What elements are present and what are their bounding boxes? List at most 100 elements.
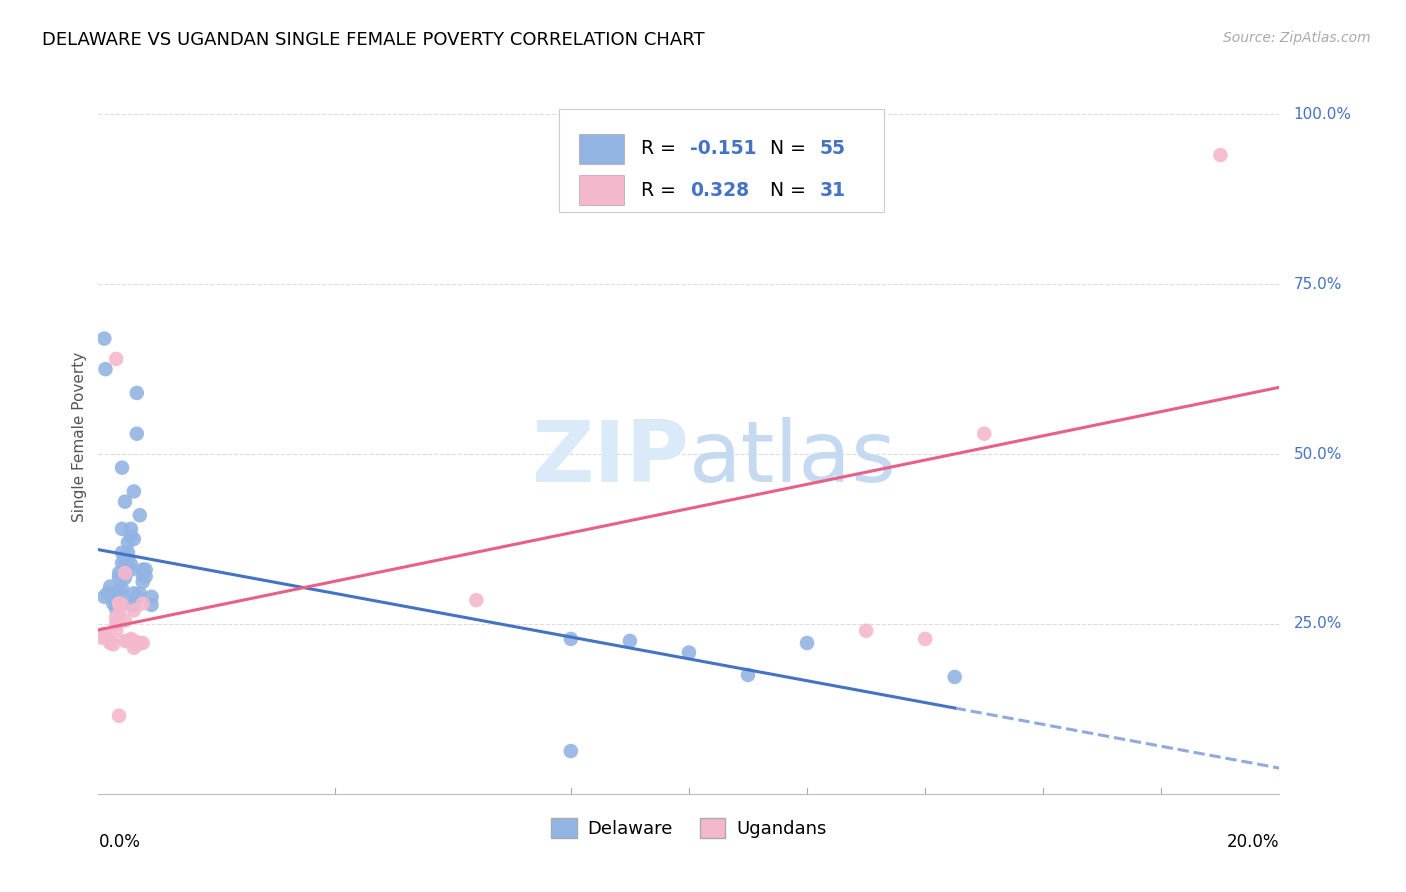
- Point: [105, 617, 128, 632]
- Point: [122, 634, 145, 648]
- Point: [117, 634, 139, 648]
- Point: [128, 586, 150, 600]
- Point: [96, 586, 118, 600]
- Point: [103, 597, 125, 611]
- FancyBboxPatch shape: [579, 175, 624, 205]
- Point: [93, 627, 115, 641]
- Point: [619, 634, 641, 648]
- Point: [108, 597, 131, 611]
- Point: [125, 426, 148, 441]
- Point: [114, 614, 136, 628]
- Text: R =: R =: [641, 139, 682, 158]
- Text: atlas: atlas: [689, 417, 897, 500]
- Point: [678, 646, 700, 660]
- Point: [117, 546, 139, 560]
- Point: [114, 549, 136, 563]
- Point: [98, 580, 121, 594]
- Text: ZIP: ZIP: [531, 417, 689, 500]
- Text: N =: N =: [770, 181, 813, 200]
- Point: [103, 637, 125, 651]
- Point: [114, 566, 136, 580]
- Point: [111, 460, 134, 475]
- Point: [135, 569, 157, 583]
- Text: 100.0%: 100.0%: [1294, 107, 1351, 122]
- Point: [796, 636, 818, 650]
- Text: 0.0%: 0.0%: [98, 833, 141, 851]
- Text: 25.0%: 25.0%: [1294, 616, 1341, 632]
- Point: [120, 557, 142, 571]
- Point: [122, 484, 145, 499]
- Point: [943, 670, 966, 684]
- Point: [128, 636, 150, 650]
- Point: [111, 522, 134, 536]
- Point: [114, 634, 136, 648]
- FancyBboxPatch shape: [560, 109, 884, 212]
- Point: [125, 385, 148, 400]
- Point: [120, 632, 142, 646]
- Point: [855, 624, 877, 638]
- Point: [98, 636, 121, 650]
- Point: [108, 597, 131, 611]
- Point: [120, 563, 142, 577]
- Point: [111, 589, 134, 603]
- Point: [96, 632, 118, 646]
- Point: [114, 494, 136, 508]
- Point: [914, 632, 936, 646]
- Point: [1209, 148, 1232, 162]
- Text: 31: 31: [820, 181, 846, 200]
- Text: N =: N =: [770, 139, 813, 158]
- Point: [132, 574, 155, 589]
- Y-axis label: Single Female Poverty: Single Female Poverty: [72, 352, 87, 522]
- Point: [973, 426, 995, 441]
- Point: [111, 546, 134, 560]
- FancyBboxPatch shape: [579, 134, 624, 164]
- Point: [114, 556, 136, 570]
- Point: [141, 598, 163, 612]
- Point: [122, 598, 145, 612]
- Point: [108, 582, 131, 597]
- Text: 75.0%: 75.0%: [1294, 277, 1341, 292]
- Point: [141, 590, 163, 604]
- Point: [737, 668, 759, 682]
- Point: [114, 566, 136, 580]
- Point: [132, 597, 155, 611]
- Point: [103, 590, 125, 604]
- Point: [125, 637, 148, 651]
- Text: DELAWARE VS UGANDAN SINGLE FEMALE POVERTY CORRELATION CHART: DELAWARE VS UGANDAN SINGLE FEMALE POVERT…: [42, 31, 704, 49]
- Point: [93, 590, 115, 604]
- Point: [120, 528, 142, 542]
- Text: 0.328: 0.328: [690, 181, 749, 200]
- Text: 20.0%: 20.0%: [1227, 833, 1279, 851]
- Point: [105, 624, 128, 638]
- Point: [114, 571, 136, 585]
- Point: [108, 566, 131, 580]
- Point: [122, 603, 145, 617]
- Point: [128, 508, 150, 523]
- Text: -0.151: -0.151: [690, 139, 756, 158]
- Point: [120, 598, 142, 612]
- Point: [94, 362, 117, 376]
- Point: [132, 636, 155, 650]
- Point: [93, 332, 115, 346]
- Point: [135, 563, 157, 577]
- Point: [132, 563, 155, 577]
- Text: 50.0%: 50.0%: [1294, 447, 1341, 461]
- Point: [122, 586, 145, 600]
- Point: [105, 610, 128, 624]
- Point: [132, 568, 155, 582]
- Point: [560, 744, 582, 758]
- Legend: Delaware, Ugandans: Delaware, Ugandans: [544, 811, 834, 846]
- Point: [560, 632, 582, 646]
- Point: [117, 535, 139, 549]
- Point: [111, 556, 134, 570]
- Point: [117, 552, 139, 566]
- Point: [108, 571, 131, 585]
- Point: [120, 522, 142, 536]
- Point: [465, 593, 488, 607]
- Point: [108, 708, 131, 723]
- Point: [125, 590, 148, 604]
- Point: [90, 631, 112, 645]
- Point: [122, 640, 145, 655]
- Point: [108, 607, 131, 621]
- Point: [111, 582, 134, 596]
